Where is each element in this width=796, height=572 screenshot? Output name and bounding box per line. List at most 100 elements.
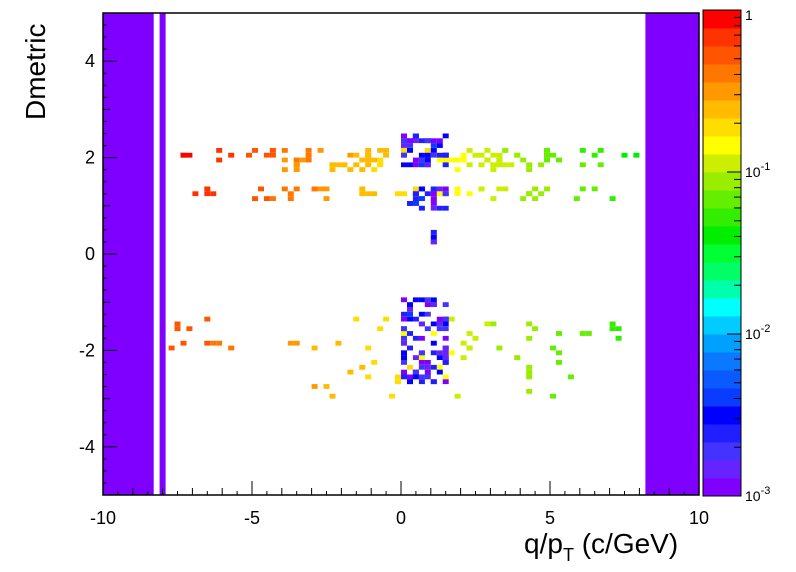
heatmap-cell <box>442 133 449 139</box>
heatmap-cell <box>430 191 437 197</box>
heatmap-cell <box>287 191 294 197</box>
x-tick-label: 5 <box>545 508 555 528</box>
heatmap-cell <box>544 157 550 163</box>
heatmap-cell <box>436 350 443 356</box>
heatmap-cell <box>490 167 497 172</box>
heatmap-cell <box>365 374 372 380</box>
heatmap-cell <box>174 326 181 332</box>
heatmap-cell <box>186 326 193 332</box>
x-tick-label: -5 <box>244 508 260 528</box>
colorbar-swatch <box>703 442 741 461</box>
heatmap-cell <box>418 379 425 385</box>
heatmap-cell <box>526 321 533 327</box>
heatmap-cell <box>418 297 425 303</box>
heatmap-cell <box>401 340 407 346</box>
heatmap-cell <box>418 138 425 144</box>
heatmap-cell <box>311 345 318 351</box>
heatmap-cell <box>412 186 419 192</box>
heatmap-cell <box>430 340 437 346</box>
heatmap-cell <box>401 316 407 322</box>
heatmap-cell <box>412 196 419 201</box>
heatmap-cell <box>418 355 425 360</box>
heatmap-cell <box>281 167 288 172</box>
heatmap-cell <box>424 374 431 380</box>
heatmap-cell <box>407 374 413 380</box>
heatmap-cell <box>204 186 211 192</box>
heatmap-cell <box>526 374 533 380</box>
heatmap-cell <box>418 186 425 192</box>
y-tick-label: 2 <box>85 148 95 168</box>
heatmap-cell <box>567 374 574 380</box>
heatmap-cell <box>412 374 419 380</box>
heatmap-cell <box>323 186 330 192</box>
heatmap-cell <box>377 157 384 163</box>
heatmap-cell <box>466 331 473 336</box>
heatmap-cell <box>412 157 419 163</box>
heatmap-cell <box>299 157 306 163</box>
heatmap-cell <box>418 157 425 163</box>
colorbar-swatch <box>703 316 741 335</box>
heatmap-cell <box>287 196 294 201</box>
heatmap-cell <box>407 143 413 148</box>
heatmap-cell <box>412 138 419 144</box>
heatmap-cell <box>186 152 193 158</box>
heatmap-cell <box>579 148 586 153</box>
heatmap-cell <box>538 191 545 197</box>
heatmap-cell <box>591 186 598 192</box>
colorbar-swatch <box>703 262 741 281</box>
heatmap-cell <box>401 133 407 139</box>
y-tick-label: 0 <box>85 244 95 264</box>
x-axis-title-sub: T <box>563 545 574 565</box>
heatmap-cell <box>496 152 503 158</box>
heatmap-cell <box>281 186 288 192</box>
heatmap-cell <box>412 355 419 360</box>
heatmap-cell <box>460 152 467 158</box>
heatmap-cell <box>359 157 366 163</box>
plot-frame-background <box>103 13 699 495</box>
heatmap-cell <box>454 191 461 197</box>
heatmap-cell <box>401 191 407 197</box>
heatmap-cell <box>550 345 556 351</box>
heatmap-cell <box>424 326 431 332</box>
heatmap-cell <box>418 311 425 317</box>
colorbar-swatch <box>703 28 741 47</box>
heatmap-cell <box>281 148 288 153</box>
heatmap-cell <box>192 191 199 197</box>
heatmap-cell <box>228 152 235 158</box>
colorbar-swatch <box>703 280 741 299</box>
heatmap-cell <box>412 369 419 375</box>
heatmap-cell <box>401 374 407 380</box>
heatmap-cell <box>395 191 401 197</box>
heatmap-cell <box>341 162 348 168</box>
heatmap-cell <box>490 152 497 158</box>
heatmap-cell <box>478 152 485 158</box>
heatmap-cell <box>401 326 407 332</box>
heatmap-cell <box>526 369 533 375</box>
heatmap-cell <box>401 311 407 317</box>
heatmap-cell <box>609 196 616 201</box>
heatmap-cell <box>430 196 437 201</box>
heatmap-cell <box>305 157 312 163</box>
colorbar-swatch <box>703 370 741 389</box>
heatmap-cell <box>407 364 413 370</box>
heatmap-cell <box>418 364 425 370</box>
heatmap-cell <box>436 369 443 375</box>
x-tick-label: 0 <box>396 508 406 528</box>
heatmap-cell <box>210 191 217 197</box>
heatmap-cell <box>520 196 527 201</box>
filled-region <box>645 13 699 495</box>
heatmap-cell <box>430 143 437 148</box>
y-tick-label: 4 <box>85 51 95 71</box>
y-tick-label: -2 <box>79 340 95 360</box>
heatmap-cell <box>430 205 437 211</box>
colorbar-swatch <box>703 154 741 173</box>
heatmap-cell <box>448 350 455 356</box>
heatmap-cell <box>424 191 431 197</box>
heatmap-cell <box>430 239 437 245</box>
heatmap-cell <box>454 167 461 172</box>
heatmap-cell <box>335 162 342 168</box>
heatmap-cell <box>436 321 443 327</box>
heatmap-cell <box>442 345 449 351</box>
heatmap-cell <box>412 201 419 206</box>
heatmap-cell <box>460 355 467 360</box>
